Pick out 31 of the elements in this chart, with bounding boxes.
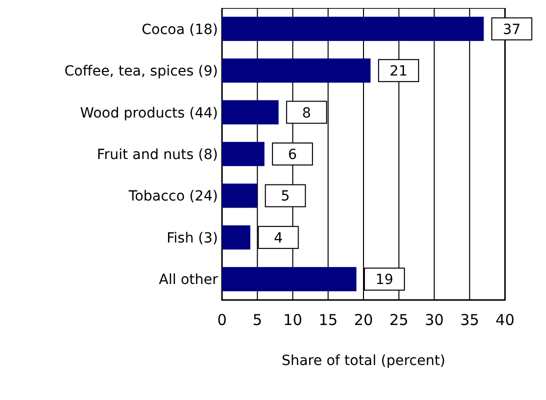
data-label: 19 <box>376 272 394 288</box>
x-tick-label: 5 <box>252 311 262 329</box>
data-label: 6 <box>288 147 297 163</box>
y-tick-label: Tobacco (24) <box>128 188 218 205</box>
x-tick-label: 30 <box>424 311 444 329</box>
bar <box>222 142 264 166</box>
data-label: 5 <box>280 188 290 205</box>
data-label: 8 <box>302 105 312 122</box>
x-tick-label: 15 <box>318 311 338 329</box>
y-tick-label: All other <box>158 272 218 288</box>
x-tick-label: 0 <box>217 311 227 329</box>
y-tick-label: Coffee, tea, spices (9) <box>64 64 218 80</box>
bar <box>222 184 258 208</box>
data-label: 21 <box>390 64 408 80</box>
x-tick-label: 20 <box>354 311 374 329</box>
bar <box>222 267 356 292</box>
x-tick-label: 35 <box>460 311 480 329</box>
data-label: 37 <box>502 22 521 38</box>
y-tick-label: Fish (3) <box>166 230 218 246</box>
y-tick-label: Fruit and nuts (8) <box>96 147 218 163</box>
bar <box>222 100 279 124</box>
bar <box>222 225 250 250</box>
x-tick-label: 10 <box>283 311 302 329</box>
x-tick-label: 40 <box>495 311 515 329</box>
y-tick-label: Wood products (44) <box>80 105 218 122</box>
x-axis-title: Share of total (percent) <box>282 353 446 369</box>
bar <box>222 16 484 41</box>
x-tick-label: 25 <box>389 311 408 329</box>
y-tick-label: Cocoa (18) <box>142 22 218 38</box>
data-label: 4 <box>274 230 283 246</box>
bar <box>222 58 371 83</box>
